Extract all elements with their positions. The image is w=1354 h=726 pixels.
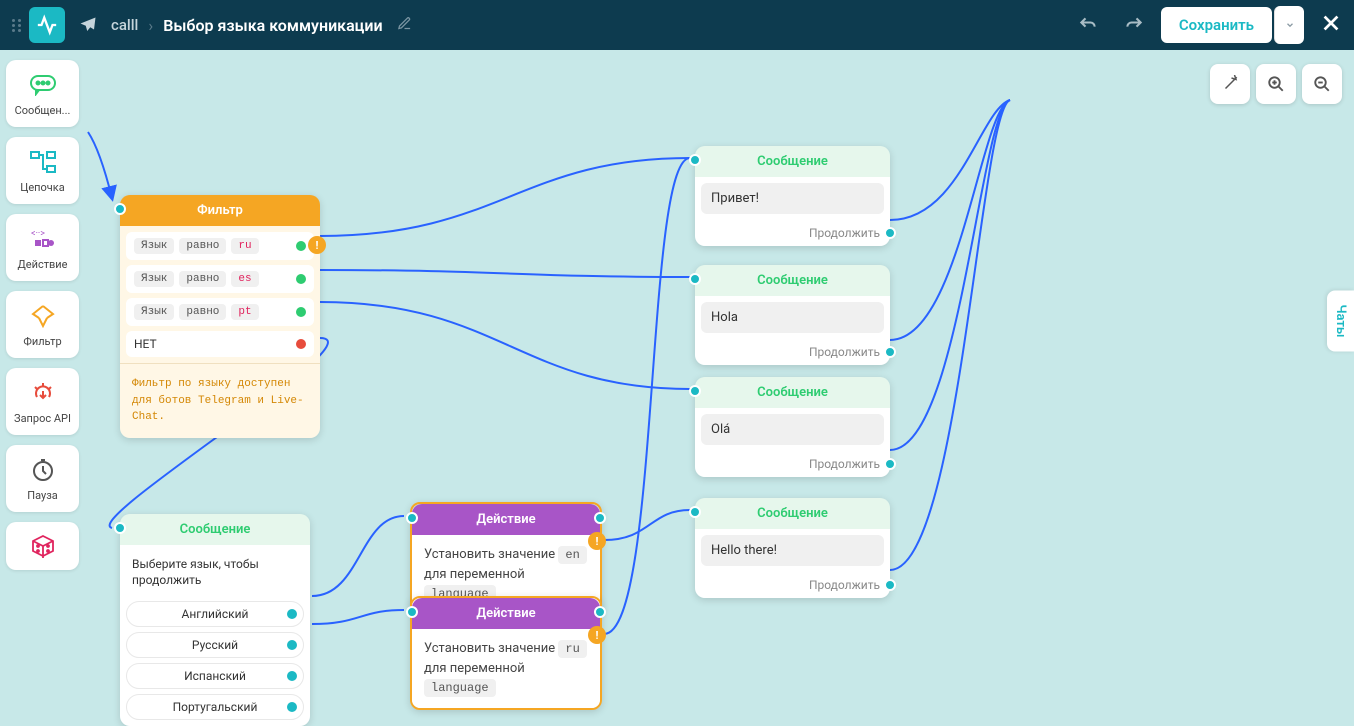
option-portuguese[interactable]: Португальский bbox=[126, 694, 304, 720]
app-logo[interactable] bbox=[29, 7, 65, 43]
input-port[interactable] bbox=[406, 512, 418, 524]
option-spanish[interactable]: Испанский bbox=[126, 663, 304, 689]
node-title: Сообщение bbox=[695, 498, 890, 529]
node-title: Сообщение bbox=[695, 146, 890, 177]
sidebar-item-pause[interactable]: Пауза bbox=[6, 445, 79, 512]
filter-note: Фильтр по языку доступен для ботов Teleg… bbox=[120, 363, 320, 438]
output-port[interactable] bbox=[296, 339, 306, 349]
api-icon bbox=[29, 380, 57, 406]
sidebar-item-random[interactable] bbox=[6, 522, 79, 570]
close-button[interactable] bbox=[1320, 12, 1342, 38]
output-port[interactable] bbox=[287, 671, 297, 681]
message-node-en[interactable]: Сообщение Hello there! Продолжить bbox=[695, 498, 890, 598]
output-port[interactable] bbox=[594, 512, 606, 524]
sidebar-item-label: Фильтр bbox=[10, 335, 75, 348]
output-port[interactable] bbox=[884, 579, 896, 591]
output-port[interactable] bbox=[884, 458, 896, 470]
node-title: Сообщение bbox=[120, 514, 310, 545]
continue-label: Продолжить bbox=[809, 578, 880, 592]
redo-button[interactable] bbox=[1115, 6, 1153, 44]
option-russian[interactable]: Русский bbox=[126, 632, 304, 658]
filter-condition[interactable]: Язык равно es bbox=[126, 265, 314, 293]
chats-tab[interactable]: Чаты bbox=[1327, 290, 1354, 351]
flow-title: Выбор языка коммуникации bbox=[163, 16, 382, 35]
app-header: calll › Выбор языка коммуникации Сохрани… bbox=[0, 0, 1354, 50]
bot-name[interactable]: calll bbox=[111, 16, 138, 34]
option-english[interactable]: Английский bbox=[126, 601, 304, 627]
node-title: Сообщение bbox=[695, 265, 890, 296]
message-node-ru[interactable]: Сообщение Привет! Продолжить bbox=[695, 146, 890, 246]
sidebar-item-chain[interactable]: Цепочка bbox=[6, 137, 79, 204]
output-port[interactable] bbox=[296, 241, 306, 251]
continue-label: Продолжить bbox=[809, 457, 880, 471]
output-port[interactable] bbox=[594, 606, 606, 618]
sidebar-item-label: Пауза bbox=[10, 489, 75, 502]
warning-icon[interactable] bbox=[308, 236, 326, 254]
message-node-choose[interactable]: Сообщение Выберите язык, чтобы продолжит… bbox=[120, 514, 310, 726]
output-port[interactable] bbox=[287, 702, 297, 712]
filter-condition[interactable]: Язык равно pt bbox=[126, 298, 314, 326]
flow-canvas[interactable]: Фильтр Язык равно ru Язык равно es Язык … bbox=[0, 50, 1354, 642]
action-node-ru[interactable]: Действие Установить значение ru для пере… bbox=[410, 596, 602, 710]
output-port[interactable] bbox=[296, 307, 306, 317]
sidebar-item-api[interactable]: Запрос API bbox=[6, 368, 79, 435]
sidebar-item-label: Действие bbox=[10, 258, 75, 271]
message-node-es[interactable]: Сообщение Hola Продолжить bbox=[695, 265, 890, 365]
output-port[interactable] bbox=[884, 227, 896, 239]
action-icon: <··> bbox=[29, 226, 57, 252]
zoom-controls bbox=[1210, 64, 1342, 104]
sidebar-item-message[interactable]: Сообщен... bbox=[6, 60, 79, 127]
chain-icon bbox=[29, 149, 57, 175]
random-icon bbox=[30, 534, 56, 560]
undo-button[interactable] bbox=[1069, 6, 1107, 44]
input-port[interactable] bbox=[689, 385, 701, 397]
chevron-right-icon: › bbox=[148, 16, 153, 35]
filter-else[interactable]: НЕТ bbox=[126, 331, 314, 357]
output-port[interactable] bbox=[287, 609, 297, 619]
message-icon bbox=[29, 72, 57, 98]
filter-node[interactable]: Фильтр Язык равно ru Язык равно es Язык … bbox=[120, 195, 320, 438]
filter-icon bbox=[29, 303, 57, 329]
message-text: Olá bbox=[701, 414, 884, 445]
filter-condition[interactable]: Язык равно ru bbox=[126, 232, 314, 260]
zoom-out-button[interactable] bbox=[1302, 64, 1342, 104]
input-port[interactable] bbox=[689, 154, 701, 166]
zoom-in-button[interactable] bbox=[1256, 64, 1296, 104]
sidebar-item-label: Запрос API bbox=[10, 412, 75, 425]
sidebar-item-action[interactable]: <··> Действие bbox=[6, 214, 79, 281]
message-prompt: Выберите язык, чтобы продолжить bbox=[126, 551, 304, 596]
auto-fit-button[interactable] bbox=[1210, 64, 1250, 104]
edit-icon[interactable] bbox=[397, 16, 412, 35]
sidebar-item-label: Цепочка bbox=[10, 181, 75, 194]
tool-sidebar: Сообщен... Цепочка <··> Действие Фильтр … bbox=[0, 50, 85, 642]
node-title: Сообщение bbox=[695, 377, 890, 408]
warning-icon[interactable] bbox=[588, 532, 606, 550]
node-title: Фильтр bbox=[120, 195, 320, 226]
input-port[interactable] bbox=[114, 522, 126, 534]
input-port[interactable] bbox=[689, 506, 701, 518]
input-port[interactable] bbox=[689, 273, 701, 285]
message-text: Hello there! bbox=[701, 535, 884, 566]
sidebar-item-filter[interactable]: Фильтр bbox=[6, 291, 79, 358]
pause-icon bbox=[31, 457, 55, 483]
input-port[interactable] bbox=[114, 203, 126, 215]
output-port[interactable] bbox=[884, 346, 896, 358]
continue-label: Продолжить bbox=[809, 226, 880, 240]
continue-label: Продолжить bbox=[809, 345, 880, 359]
message-text: Hola bbox=[701, 302, 884, 333]
save-button[interactable]: Сохранить bbox=[1161, 7, 1272, 43]
warning-icon[interactable] bbox=[588, 626, 606, 644]
telegram-icon bbox=[79, 16, 97, 34]
message-text: Привет! bbox=[701, 183, 884, 214]
node-title: Действие bbox=[412, 504, 600, 535]
drag-handle-icon[interactable] bbox=[12, 19, 15, 32]
svg-text:<··>: <··> bbox=[31, 229, 45, 239]
message-node-pt[interactable]: Сообщение Olá Продолжить bbox=[695, 377, 890, 477]
input-port[interactable] bbox=[406, 606, 418, 618]
node-title: Действие bbox=[412, 598, 600, 629]
output-port[interactable] bbox=[296, 274, 306, 284]
sidebar-item-label: Сообщен... bbox=[10, 104, 75, 117]
save-dropdown[interactable] bbox=[1274, 6, 1304, 44]
